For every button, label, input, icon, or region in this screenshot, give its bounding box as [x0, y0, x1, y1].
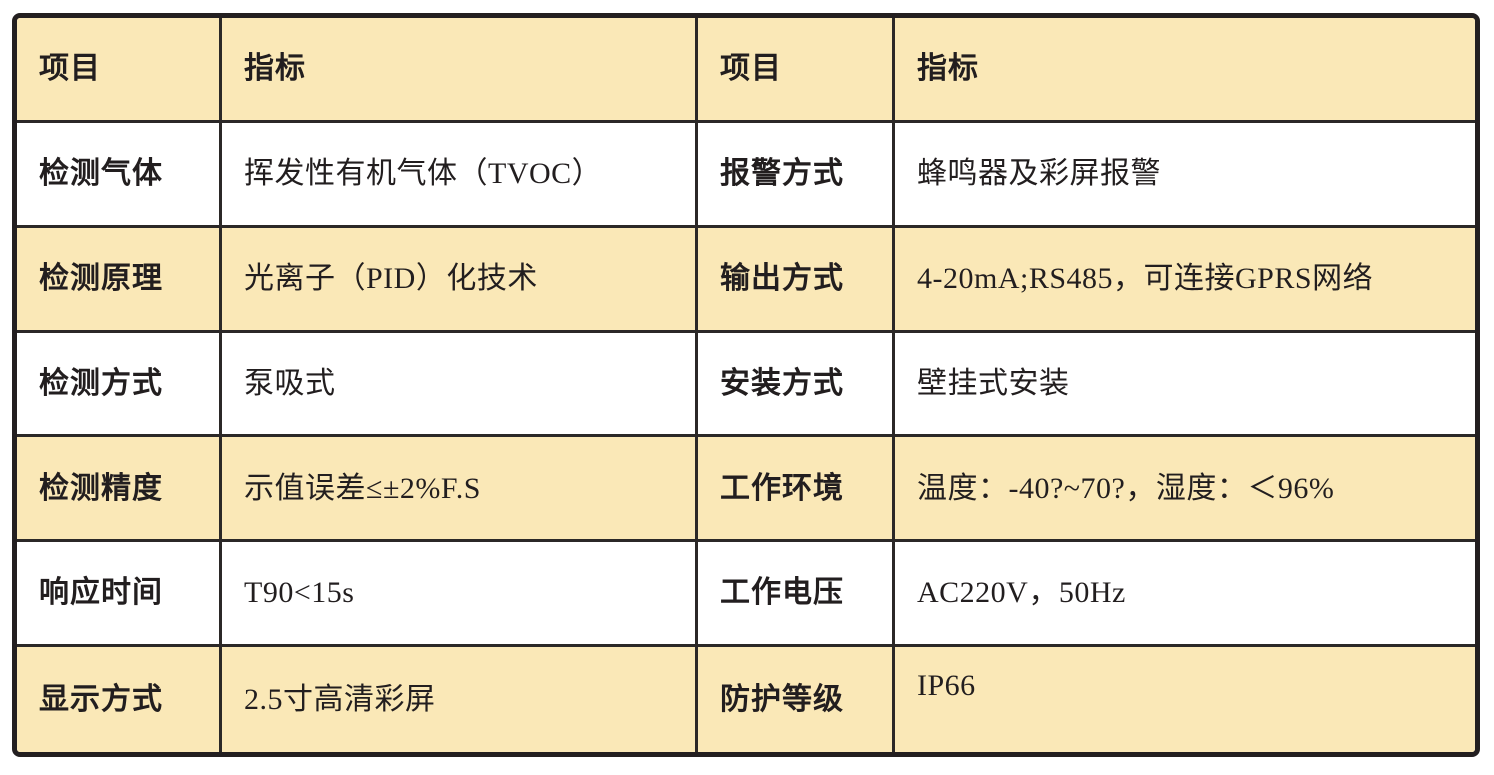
spec-label: 工作环境 [698, 437, 895, 543]
spec-label: 防护等级 [698, 647, 895, 752]
spec-value: 4-20mA;RS485，可连接GPRS网络 [895, 227, 1475, 333]
header-cell-item-left: 项目 [17, 18, 222, 123]
header-cell-item-right: 项目 [698, 18, 895, 123]
header-cell-spec-right: 指标 [895, 18, 1475, 123]
spec-value: AC220V，50Hz [895, 542, 1475, 648]
spec-value: 示值误差≤±2%F.S [222, 437, 698, 543]
spec-value: 光离子（PID）化技术 [222, 227, 698, 333]
spec-label: 显示方式 [17, 647, 222, 752]
spec-value: 蜂鸣器及彩屏报警 [895, 122, 1475, 228]
spec-table: 项目 指标 项目 指标 检测气体 挥发性有机气体（TVOC） 报警方式 蜂鸣器及… [12, 13, 1480, 757]
spec-value: 泵吸式 [222, 332, 698, 438]
spec-label: 输出方式 [698, 227, 895, 333]
spec-value: 温度：-40?~70?，湿度：＜96% [895, 437, 1475, 543]
spec-label: 报警方式 [698, 122, 895, 228]
spec-label: 检测精度 [17, 437, 222, 543]
spec-label: 检测原理 [17, 227, 222, 333]
spec-value: T90<15s [222, 542, 698, 648]
spec-label: 响应时间 [17, 542, 222, 648]
spec-value: IP66 [895, 647, 1475, 752]
spec-label: 安装方式 [698, 332, 895, 438]
spec-label: 工作电压 [698, 542, 895, 648]
spec-value: 挥发性有机气体（TVOC） [222, 122, 698, 228]
spec-value: 2.5寸高清彩屏 [222, 647, 698, 752]
spec-label: 检测气体 [17, 122, 222, 228]
spec-value: 壁挂式安装 [895, 332, 1475, 438]
spec-label: 检测方式 [17, 332, 222, 438]
header-cell-spec-left: 指标 [222, 18, 698, 123]
